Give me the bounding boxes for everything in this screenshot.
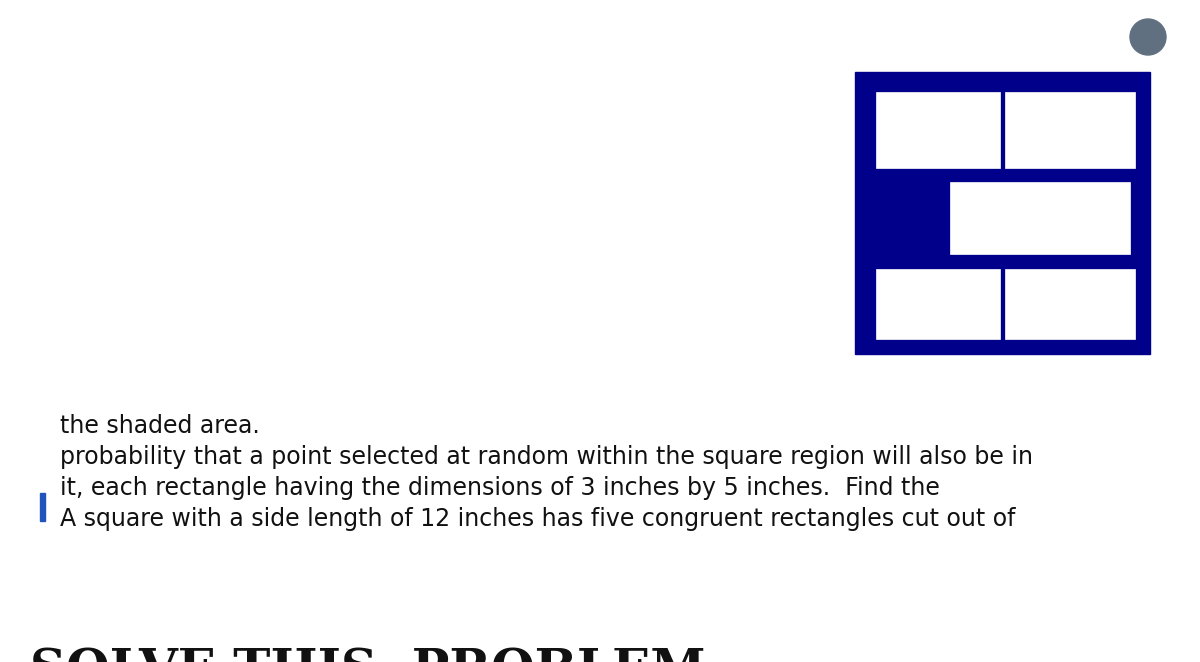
Text: A square with a side length of 12 inches has five congruent rectangles cut out o: A square with a side length of 12 inches… (60, 507, 1015, 531)
Circle shape (1130, 19, 1166, 55)
Bar (1006, 269, 1135, 339)
Text: it, each rectangle having the dimensions of 3 inches by 5 inches.  Find the: it, each rectangle having the dimensions… (60, 476, 940, 500)
Text: the shaded area.: the shaded area. (60, 414, 259, 438)
Bar (1006, 92, 1135, 168)
Bar (950, 182, 1130, 254)
Bar (40, 493, 46, 521)
Text: SOLVE THIS  PROBLEM.: SOLVE THIS PROBLEM. (30, 647, 722, 662)
Bar (876, 269, 1000, 339)
Bar (876, 92, 1000, 168)
Bar (854, 72, 1150, 354)
Text: probability that a point selected at random within the square region will also b: probability that a point selected at ran… (60, 445, 1033, 469)
